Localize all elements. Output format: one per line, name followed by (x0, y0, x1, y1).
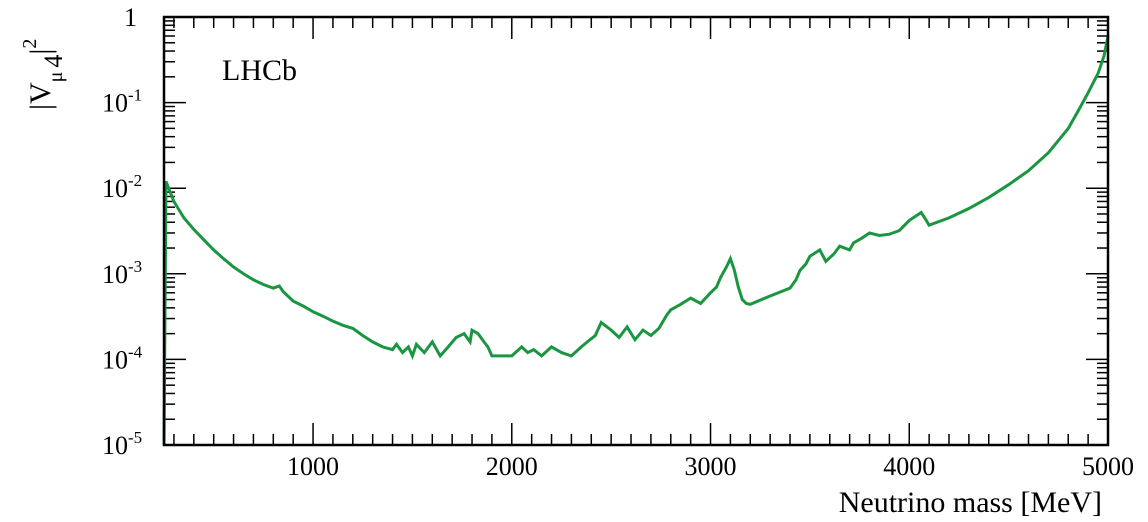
x-tick-label: 5000 (1082, 452, 1134, 481)
y-tick-label: 10-3 (102, 257, 142, 289)
x-tick-label: 3000 (685, 452, 737, 481)
y-axis-title: |Vμ 4|2 (19, 39, 68, 110)
y-axis-title-sub-mu: μ (45, 72, 67, 83)
y-tick-label: 1 (124, 3, 137, 32)
svg-text:|Vμ4|2: |Vμ 4|2 (19, 39, 68, 110)
axis-ticks (164, 16, 1109, 446)
y-tick-label: 10-5 (102, 428, 142, 460)
y-axis-title-sub-4: 4 (39, 55, 68, 68)
y-tick-base: 10 (102, 89, 128, 118)
y-tick-labels: 10-510-410-310-210-11 (102, 3, 143, 460)
y-tick-exponent: -2 (128, 171, 142, 190)
y-tick-base: 10 (102, 260, 128, 289)
y-tick-base: 10 (102, 174, 128, 203)
y-tick-exponent: -5 (128, 428, 142, 447)
y-tick-label: 10-2 (102, 171, 142, 203)
y-tick-label: 10-4 (102, 342, 143, 374)
series-line (162, 35, 1110, 446)
y-tick-base: 1 (124, 3, 137, 32)
y-tick-base: 10 (102, 345, 128, 374)
lhcb-annotation: LHCb (222, 54, 297, 87)
y-tick-exponent: -1 (128, 86, 142, 105)
x-tick-labels: 1000 2000 3000 4000 5000 (287, 452, 1134, 481)
x-tick-label: 4000 (883, 452, 935, 481)
plot-frame (162, 15, 1110, 447)
x-axis-title: Neutrino mass [MeV] (839, 486, 1102, 519)
y-tick-exponent: -4 (128, 342, 143, 361)
y-tick-base: 10 (102, 431, 128, 460)
x-tick-label: 2000 (486, 452, 538, 481)
y-tick-exponent: -3 (128, 257, 142, 276)
y-tick-label: 10-1 (102, 86, 142, 118)
y-axis-title-base: |V (24, 82, 57, 110)
y-axis-title-sup: 2 (19, 39, 41, 49)
x-tick-label: 1000 (287, 452, 339, 481)
y-axis-title-close: | (24, 49, 57, 55)
